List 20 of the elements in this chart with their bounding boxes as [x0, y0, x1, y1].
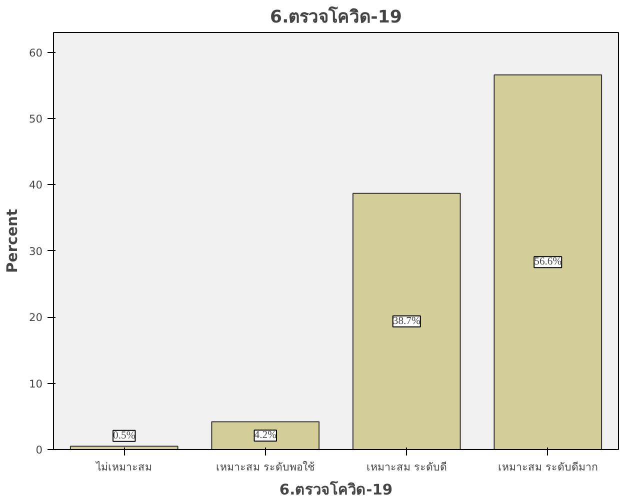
data-label: 38.7% — [392, 316, 421, 327]
y-tick-label: 60 — [28, 46, 43, 60]
bar — [352, 192, 461, 450]
chart-title: 6.ตรวจโควิด-19 — [270, 6, 402, 28]
y-tick-label: 40 — [28, 178, 43, 192]
x-axis-title: 6.ตรวจโควิด-19 — [279, 480, 393, 498]
x-tick-label: ไม่เหมาะสม — [95, 460, 152, 474]
y-tick-label: 50 — [28, 112, 43, 126]
data-label: 56.6% — [534, 256, 562, 268]
x-tick-label: เหมาะสม ระดับดีมาก — [498, 460, 598, 474]
x-tick-label: เหมาะสม ระดับพอใช้ — [216, 460, 315, 474]
bar — [211, 421, 320, 450]
x-tick-label: เหมาะสม ระดับดี — [366, 460, 447, 474]
y-tick-label: 10 — [28, 377, 43, 390]
y-axis-title: Percent — [4, 209, 21, 273]
y-tick-label: 0 — [36, 444, 43, 456]
bar — [70, 446, 178, 450]
y-tick-label: 20 — [28, 311, 43, 324]
y-tick-label: 30 — [28, 244, 43, 258]
bar — [494, 74, 602, 450]
